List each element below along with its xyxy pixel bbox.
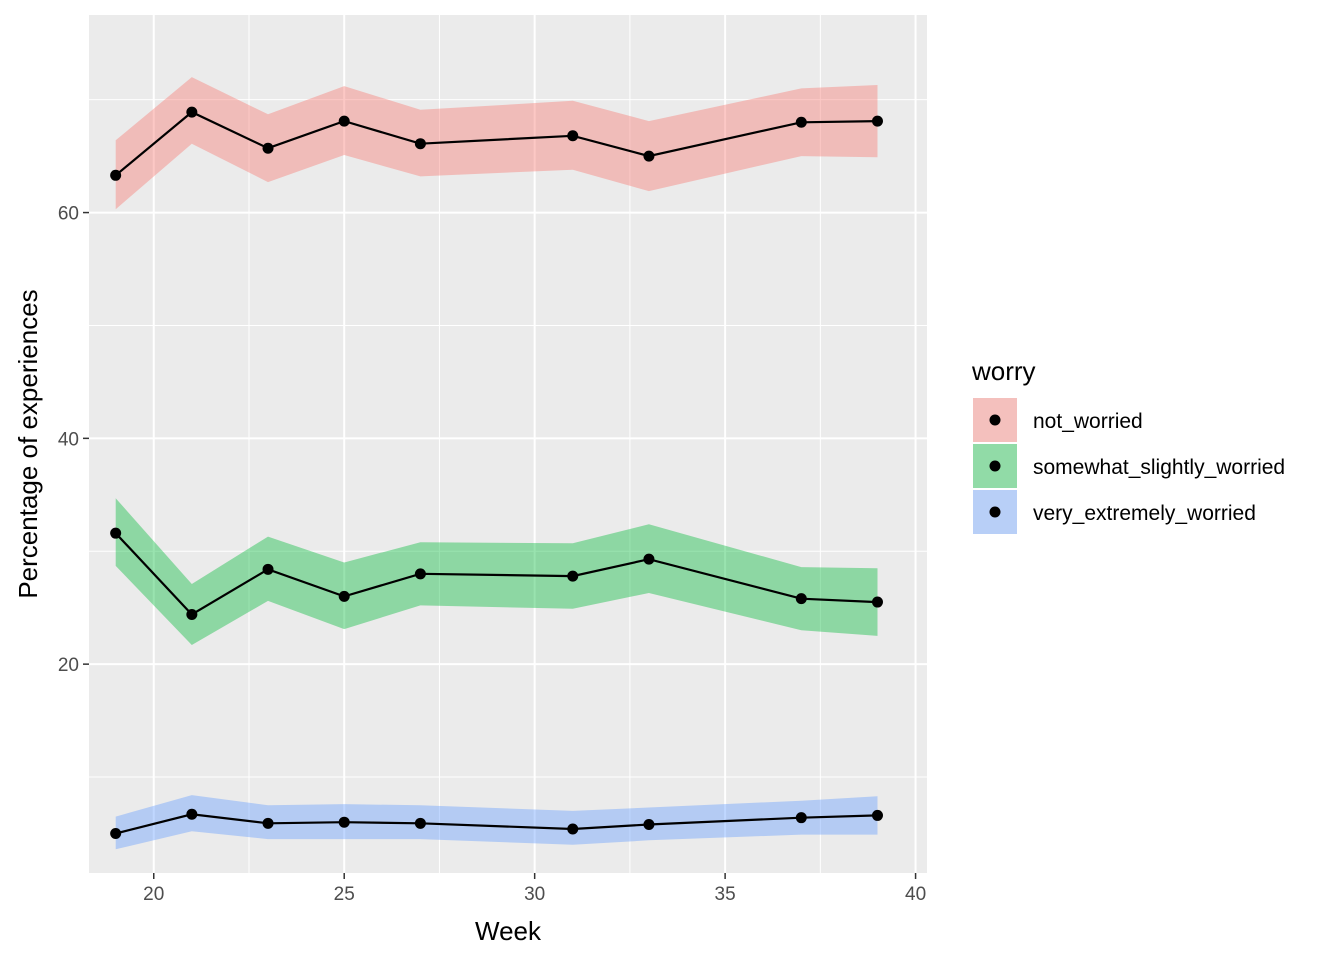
legend-label-not_worried: not_worried bbox=[1033, 410, 1143, 433]
x-axis-title: Week bbox=[475, 916, 542, 946]
major-gridlines bbox=[89, 15, 927, 873]
point-not_worried bbox=[567, 130, 579, 142]
y-axis-title: Percentage of experiences bbox=[13, 289, 43, 598]
x-tick-label: 35 bbox=[715, 884, 736, 905]
legend: worry not_worried somewhat_slightly_worri… bbox=[971, 356, 1285, 534]
x-tick-label: 25 bbox=[334, 884, 355, 905]
legend-label-somewhat_slightly_worried: somewhat_slightly_worried bbox=[1033, 456, 1285, 479]
point-somewhat_slightly_worried bbox=[338, 590, 350, 602]
point-not_worried bbox=[871, 115, 883, 127]
point-somewhat_slightly_worried bbox=[414, 568, 426, 580]
point-not_worried bbox=[643, 150, 655, 162]
legend-key-point bbox=[989, 414, 1001, 426]
point-very_extremely_worried bbox=[338, 816, 350, 828]
point-very_extremely_worried bbox=[567, 823, 579, 835]
legend-title: worry bbox=[971, 356, 1036, 386]
plot-panel bbox=[89, 15, 927, 873]
x-tick-label: 40 bbox=[905, 884, 926, 905]
point-somewhat_slightly_worried bbox=[186, 608, 198, 620]
y-tick-label: 60 bbox=[58, 204, 79, 225]
series-points bbox=[110, 106, 883, 839]
x-tick-label: 30 bbox=[524, 884, 545, 905]
x-tick-label: 20 bbox=[143, 884, 164, 905]
point-very_extremely_worried bbox=[795, 812, 807, 824]
minor-gridlines bbox=[89, 15, 927, 873]
point-very_extremely_worried bbox=[110, 827, 122, 839]
point-very_extremely_worried bbox=[871, 809, 883, 821]
legend-key-point bbox=[989, 460, 1001, 472]
x-axis: 20 25 30 35 40 bbox=[143, 873, 926, 905]
point-not_worried bbox=[338, 115, 350, 127]
point-somewhat_slightly_worried bbox=[871, 596, 883, 608]
point-very_extremely_worried bbox=[414, 817, 426, 829]
ribbon-somewhat_slightly_worried bbox=[115, 498, 878, 645]
ribbon-not_worried bbox=[115, 77, 878, 210]
point-somewhat_slightly_worried bbox=[110, 527, 122, 539]
legend-label-very_extremely_worried: very_extremely_worried bbox=[1033, 502, 1256, 525]
point-very_extremely_worried bbox=[186, 808, 198, 820]
point-very_extremely_worried bbox=[262, 817, 274, 829]
y-tick-label: 20 bbox=[58, 655, 79, 676]
point-somewhat_slightly_worried bbox=[567, 570, 579, 582]
confidence-ribbons bbox=[115, 77, 878, 850]
point-somewhat_slightly_worried bbox=[262, 563, 274, 575]
y-axis: 20 40 60 bbox=[58, 204, 89, 676]
legend-key-point bbox=[989, 506, 1001, 518]
point-not_worried bbox=[262, 142, 274, 154]
point-very_extremely_worried bbox=[643, 818, 655, 830]
y-tick-label: 40 bbox=[58, 429, 79, 450]
point-not_worried bbox=[110, 169, 122, 181]
point-not_worried bbox=[414, 138, 426, 150]
point-not_worried bbox=[795, 116, 807, 128]
point-not_worried bbox=[186, 106, 198, 118]
point-somewhat_slightly_worried bbox=[643, 553, 655, 565]
ribbon-very_extremely_worried bbox=[115, 795, 878, 850]
point-somewhat_slightly_worried bbox=[795, 593, 807, 605]
